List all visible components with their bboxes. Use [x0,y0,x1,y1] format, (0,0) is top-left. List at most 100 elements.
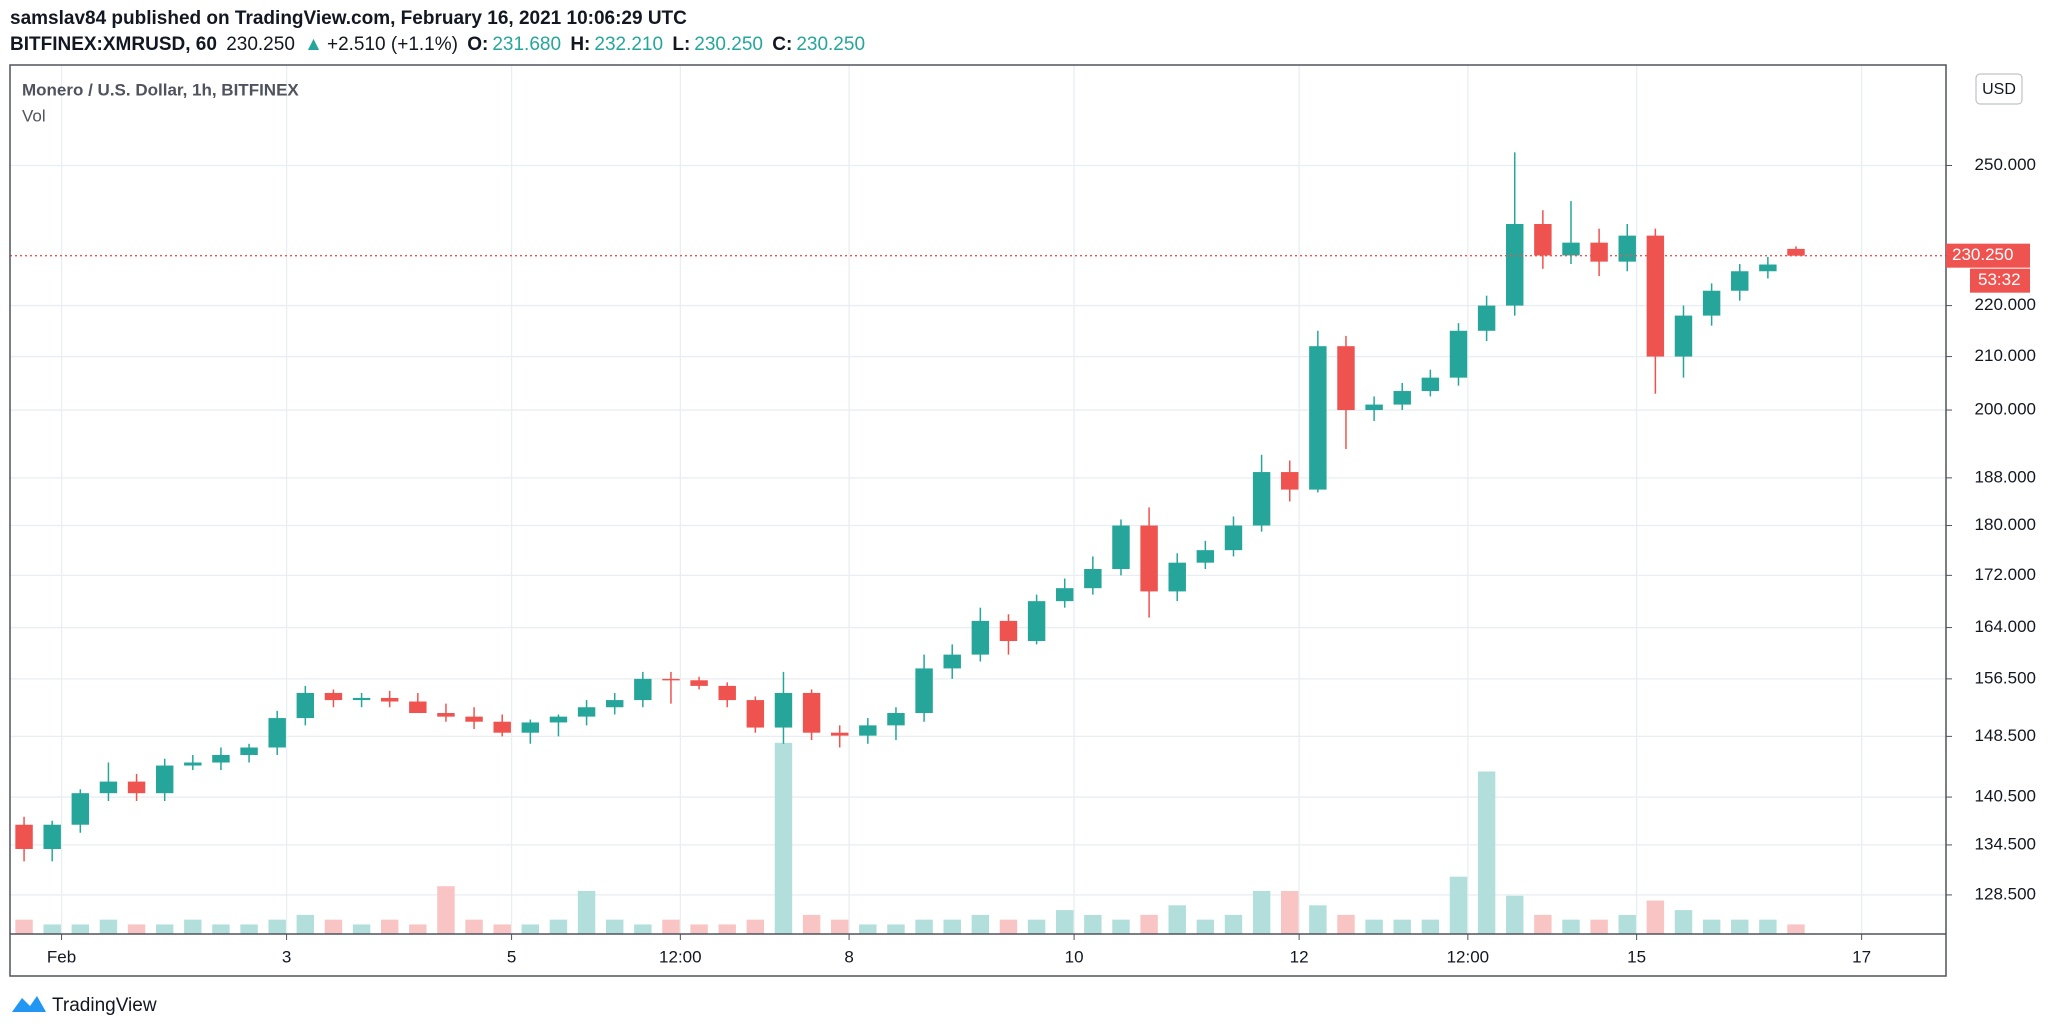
last: 230.250 [226,34,295,55]
candle-body [352,697,371,701]
chart-title: Monero / U.S. Dollar, 1h, BITFINEX [22,80,299,99]
volume-bar [240,924,258,934]
x-tick-label: 15 [1627,947,1646,966]
volume-bar [1449,876,1468,934]
volume-bar [634,924,652,934]
volume-bar [521,924,540,934]
brand-logo [12,996,46,1012]
volume-bar [1731,919,1749,934]
x-tick-label: 8 [844,947,853,966]
candle-body [802,692,821,733]
candle-body [915,668,933,714]
candle-body [577,707,596,717]
candle-body [1562,242,1580,256]
x-tick-label: 12 [1290,947,1309,966]
ohlc-value: 230.250 [796,34,866,55]
volume-bar [718,924,736,934]
candle-body [1196,550,1215,563]
volume [15,742,1805,934]
candle-body [212,754,230,763]
volume-bar [1421,919,1440,934]
volume-bar [1365,919,1383,934]
volume-bar [43,924,61,934]
x-tick-label: 3 [282,947,291,966]
volume-bar [184,919,202,934]
y-tick-label: 134.500 [1975,834,2036,853]
volume-bar [887,924,905,934]
candle-body [1309,346,1327,490]
candle-body [549,716,568,723]
volume-bar [1562,919,1580,934]
symbol: BITFINEX:XMRUSD, 60 [10,34,217,55]
volume-bar [662,919,680,934]
volume-bar [1252,890,1271,934]
volume-bar [71,924,90,934]
volume-bar [1477,771,1496,934]
volume-bar [15,919,33,934]
y-tick-label: 148.500 [1975,726,2036,745]
volume-bar [802,914,821,934]
last-price-box [1946,243,2030,268]
volume-label: Vol [22,106,46,125]
candle-body [830,732,849,736]
candle-body [999,620,1018,642]
candle-body [1252,472,1271,526]
volume-bar [577,890,596,934]
volume-bar [971,914,990,934]
candle-body [1393,391,1411,405]
x-tick-label: 12:00 [1447,947,1490,966]
volume-bar [830,919,849,934]
ohlc-label: O: [467,34,489,55]
candle-body [859,725,877,736]
countdown-box [1970,268,2030,293]
publisher-line: samslav84 published on TradingView.com, … [10,6,869,32]
y-tick-label: 164.000 [1975,617,2036,636]
candle-body [690,680,708,686]
volume-bar [1309,905,1327,934]
grid [10,65,1946,934]
candle-body [1281,472,1299,490]
candle-body [1646,235,1665,357]
volume-bar [212,924,230,934]
candle-body [1590,242,1608,262]
volume-bar [746,919,765,934]
volume-bar [155,924,174,934]
ohlc-label: L: [672,34,691,55]
volume-bar [1674,910,1693,934]
candle-body [1056,588,1074,602]
volume-bar [943,919,961,934]
volume-bar [324,919,343,934]
up-arrow: ▲ [304,34,323,55]
candle-body [155,765,174,794]
header: samslav84 published on TradingView.com, … [10,6,869,58]
y-tick-label: 250.000 [1975,155,2036,174]
ohlc-value: 231.680 [492,34,562,55]
countdown: 53:32 [1978,270,2021,289]
candle-body [1337,346,1355,411]
volume-bar [1534,914,1552,934]
volume-bar [1393,919,1411,934]
volume-bar [1506,895,1524,934]
candle-body [1421,377,1440,392]
y-tick-label: 220.000 [1975,295,2036,314]
candle-body [324,692,343,701]
volume-bar [1112,919,1130,934]
volume-bar [915,919,933,934]
volume-bar [1590,919,1608,934]
y-tick-label: 156.500 [1975,668,2036,687]
candle-body [296,692,315,719]
currency-badge[interactable] [1975,73,2023,105]
volume-bar [352,924,371,934]
ohlc-value: 232.210 [594,34,664,55]
candle-body [1140,525,1158,592]
candle-body [746,700,765,728]
volume-bar [1759,919,1777,934]
y-tick-label: 140.500 [1975,787,2036,806]
axes: 128.500 134.500 140.500 148.500 156.500 164.0… [47,155,2036,967]
candle-body [1365,404,1383,411]
volume-bar [296,914,315,934]
volume-bar [859,924,877,934]
candle-body [493,721,511,733]
candle-body [1506,224,1524,306]
brand: TradingView [52,995,157,1016]
